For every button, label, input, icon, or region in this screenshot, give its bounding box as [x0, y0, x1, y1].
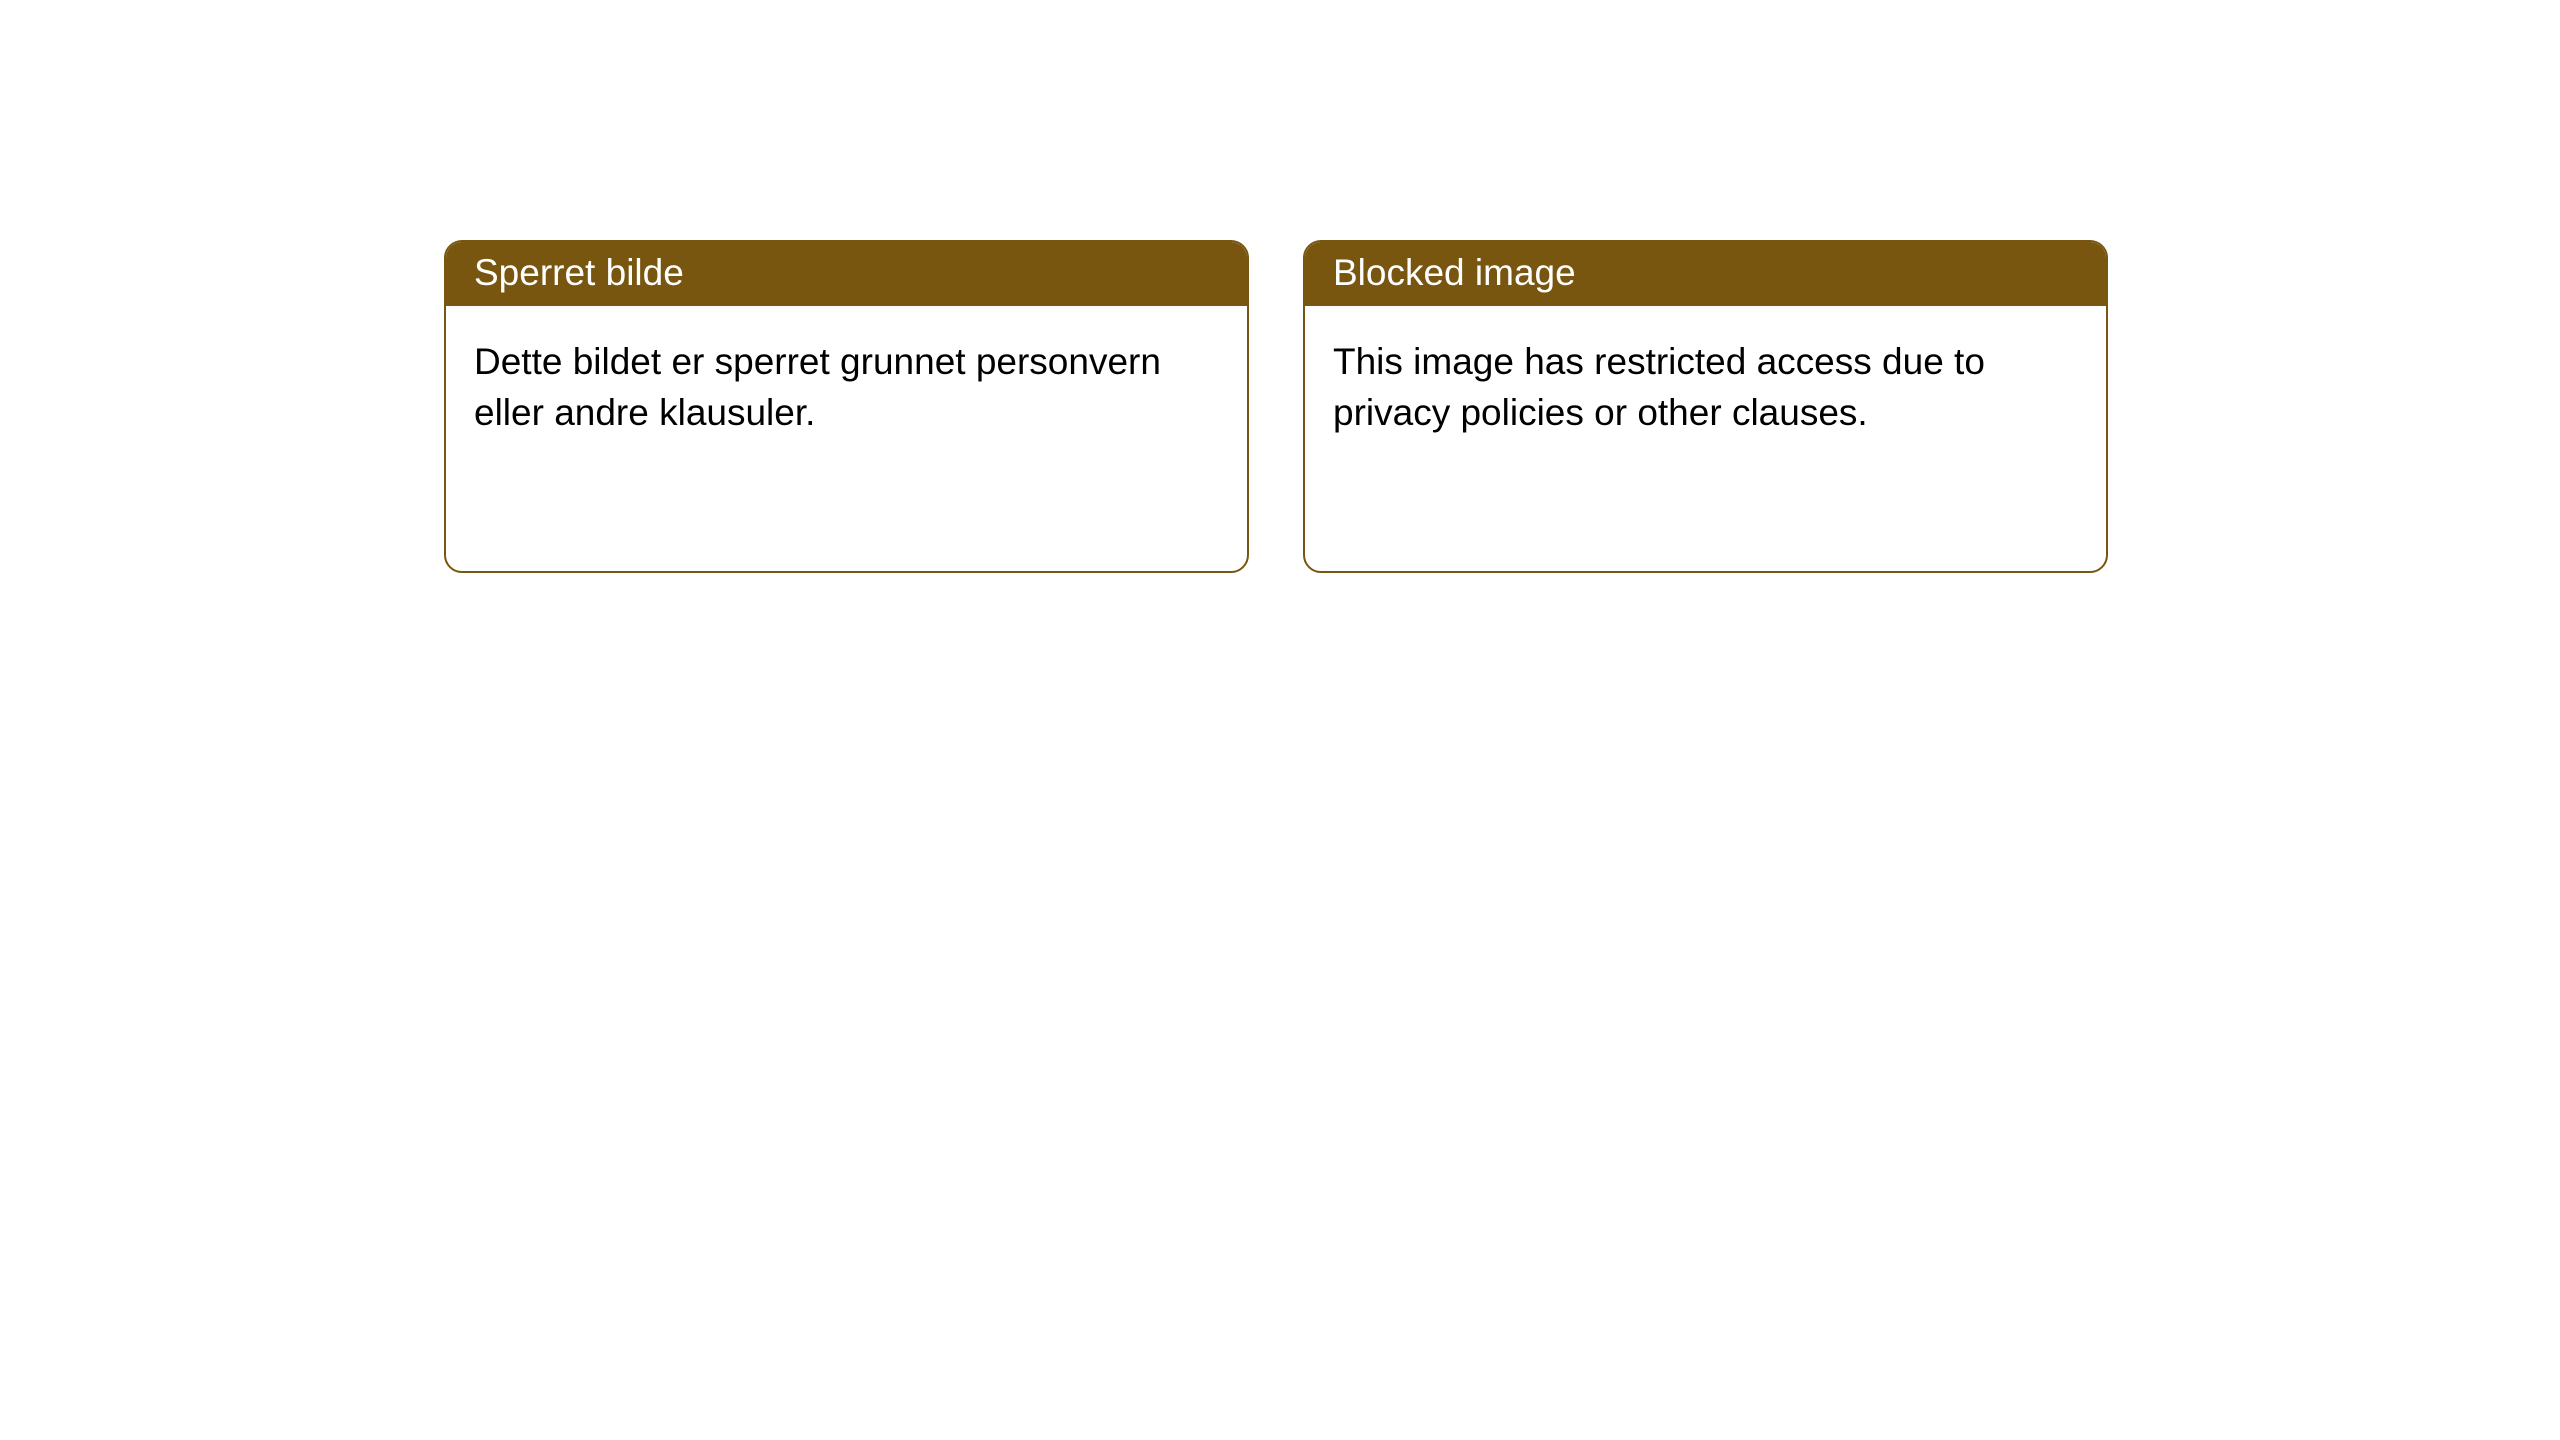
card-title: Sperret bilde: [474, 252, 684, 293]
card-body-text: This image has restricted access due to …: [1333, 341, 1985, 433]
card-body: This image has restricted access due to …: [1305, 306, 2106, 468]
notice-cards-container: Sperret bilde Dette bildet er sperret gr…: [0, 0, 2560, 573]
card-body-text: Dette bildet er sperret grunnet personve…: [474, 341, 1161, 433]
card-title: Blocked image: [1333, 252, 1576, 293]
card-header: Sperret bilde: [446, 242, 1247, 306]
blocked-image-card-norwegian: Sperret bilde Dette bildet er sperret gr…: [444, 240, 1249, 573]
card-body: Dette bildet er sperret grunnet personve…: [446, 306, 1247, 468]
card-header: Blocked image: [1305, 242, 2106, 306]
blocked-image-card-english: Blocked image This image has restricted …: [1303, 240, 2108, 573]
